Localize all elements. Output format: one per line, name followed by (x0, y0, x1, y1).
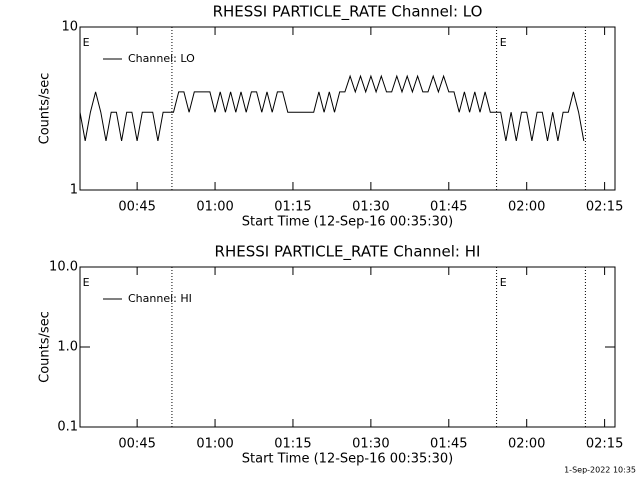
annotation: E (83, 36, 90, 49)
y-tick-label: 10.0 (49, 260, 78, 275)
y-tick-label: 10 (61, 20, 78, 35)
y-axis-label: Counts/sec (38, 73, 53, 145)
y-tick-label: 1 (70, 183, 78, 198)
footer: 1-Sep-2022 10:35 (564, 466, 636, 475)
y-tick-label: 0.1 (57, 420, 78, 435)
y-tick-label: 1.0 (57, 340, 78, 355)
x-tick-label: 02:00 (508, 437, 545, 452)
legend-label: Channel: HI (128, 292, 192, 305)
x-tick-label: 02:15 (586, 437, 623, 452)
x-tick-label: 01:30 (352, 437, 389, 452)
x-tick-label: 01:15 (274, 437, 311, 452)
y-axis-label: Counts/sec (38, 311, 53, 383)
data-line (79, 74, 585, 141)
chart-title: RHESSI PARTICLE_RATE Channel: LO (213, 3, 483, 22)
chart-title: RHESSI PARTICLE_RATE Channel: HI (215, 243, 481, 262)
annotation: E (500, 36, 507, 49)
annotation: E (83, 276, 90, 289)
x-tick-label: 01:45 (430, 437, 467, 452)
x-axis-label: Start Time (12-Sep-16 00:35:30) (242, 215, 453, 230)
x-tick-label: 02:00 (508, 200, 545, 215)
x-tick-label: 01:00 (196, 200, 233, 215)
plot-frame (79, 26, 616, 191)
x-tick-label: 01:15 (274, 200, 311, 215)
x-tick-label: 01:00 (196, 437, 233, 452)
x-tick-label: 01:30 (352, 200, 389, 215)
x-tick-label: 00:45 (118, 200, 155, 215)
x-axis-label: Start Time (12-Sep-16 00:35:30) (242, 452, 453, 467)
annotation: E (500, 276, 507, 289)
x-tick-label: 00:45 (118, 437, 155, 452)
legend-label: Channel: LO (128, 52, 195, 65)
x-tick-label: 01:45 (430, 200, 467, 215)
x-tick-label: 02:15 (586, 200, 623, 215)
